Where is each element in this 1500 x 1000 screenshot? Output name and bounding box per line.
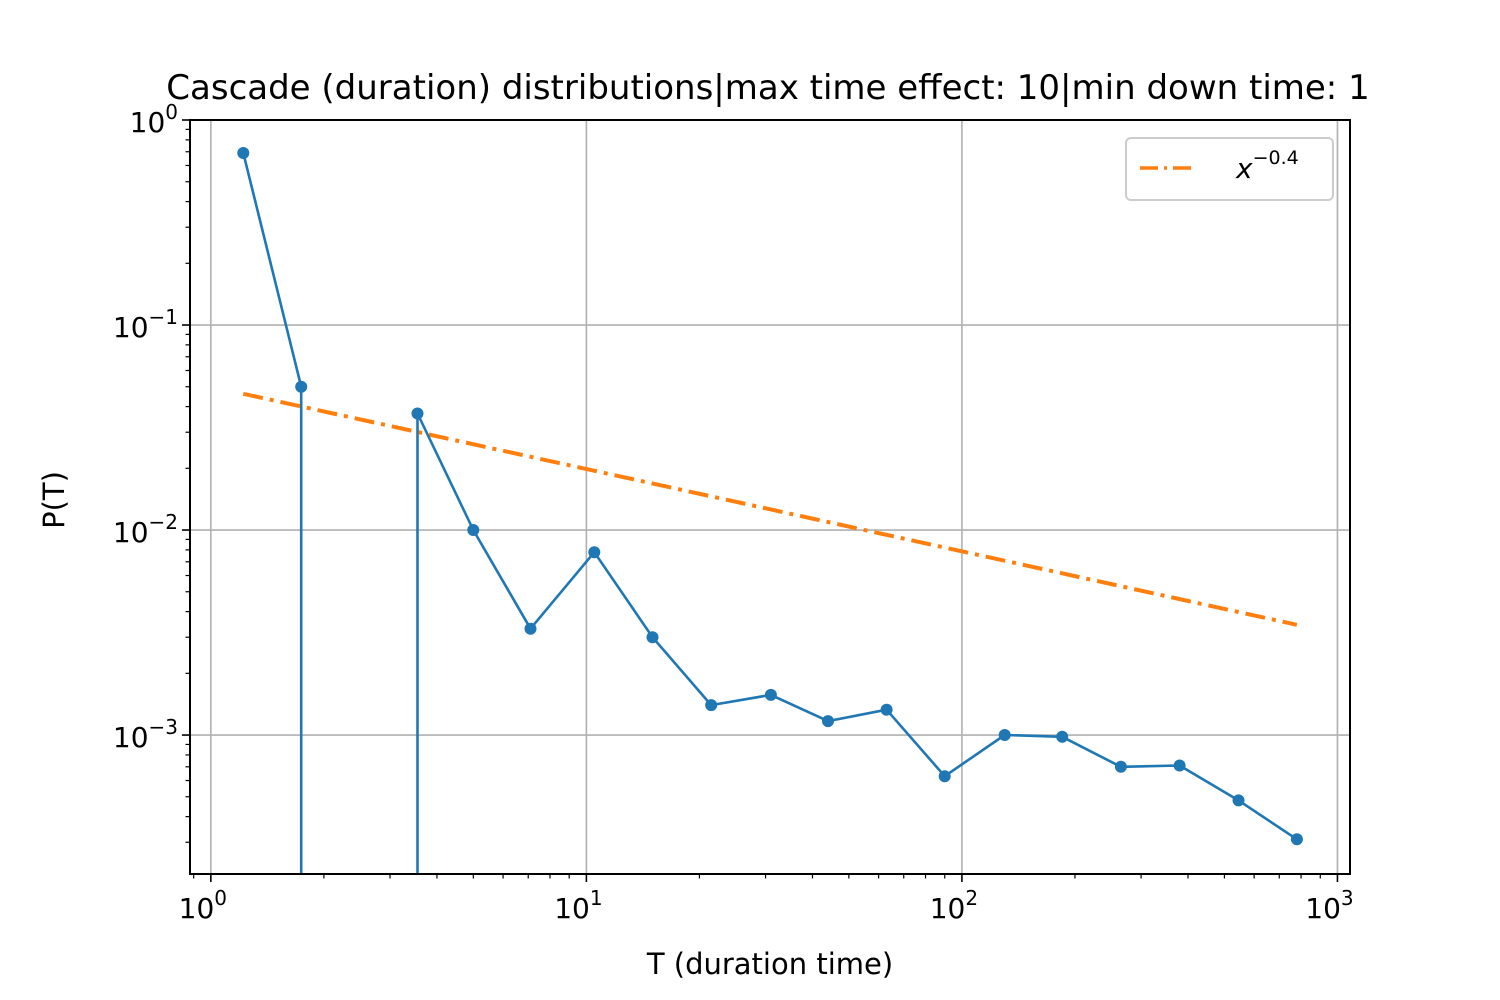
chart-title: Cascade (duration) distributions|max tim… bbox=[166, 68, 1369, 108]
x-tick-base: 10 bbox=[554, 892, 590, 925]
data-point bbox=[411, 407, 424, 420]
data-point bbox=[1290, 833, 1303, 846]
x-tick-exponent: 0 bbox=[214, 886, 227, 910]
x-tick-base: 10 bbox=[930, 892, 966, 925]
y-tick-base: 10 bbox=[113, 311, 149, 344]
y-tick-label: 10−1 bbox=[113, 305, 178, 344]
x-tick-exponent: 1 bbox=[590, 886, 603, 910]
data-point bbox=[646, 631, 659, 644]
data-line bbox=[242, 152, 1298, 874]
x-tick-exponent: 2 bbox=[965, 886, 978, 910]
y-tick-base: 10 bbox=[130, 106, 166, 139]
y-tick-exponent: −1 bbox=[149, 305, 178, 329]
y-tick-label: 10−2 bbox=[113, 510, 178, 549]
data-point bbox=[998, 729, 1011, 741]
y-tick-label: 10−3 bbox=[113, 715, 178, 754]
x-axis-label: T (duration time) bbox=[646, 947, 893, 981]
data-point bbox=[1114, 760, 1127, 773]
y-tick-exponent: −3 bbox=[149, 715, 178, 739]
x-tick-label: 100 bbox=[179, 886, 227, 925]
y-tick-exponent: 0 bbox=[165, 100, 178, 124]
data-point bbox=[764, 688, 777, 701]
data-point bbox=[705, 699, 718, 712]
y-tick-label: 100 bbox=[130, 100, 178, 139]
data-point bbox=[588, 546, 601, 559]
x-tick-base: 10 bbox=[1305, 892, 1341, 925]
data-point bbox=[237, 147, 250, 159]
y-axis-label: P(T) bbox=[37, 471, 71, 529]
legend-box bbox=[1125, 137, 1334, 201]
x-tick-label: 103 bbox=[1305, 886, 1353, 925]
legend: x−0.4 bbox=[1125, 137, 1334, 201]
y-tick-base: 10 bbox=[113, 721, 149, 754]
data-point bbox=[880, 703, 893, 716]
legend-fit-exponent: −0.4 bbox=[1253, 147, 1299, 169]
series-layer bbox=[237, 147, 1303, 874]
major-ticks bbox=[182, 119, 1339, 882]
y-tick-base: 10 bbox=[113, 516, 149, 549]
data-point bbox=[295, 380, 308, 393]
data-point bbox=[1056, 730, 1069, 743]
data-point bbox=[467, 524, 480, 536]
y-tick-exponent: −2 bbox=[149, 510, 178, 534]
x-tick-label: 102 bbox=[930, 886, 978, 925]
data-point bbox=[1232, 794, 1245, 807]
x-tick-base: 10 bbox=[179, 892, 215, 925]
data-point bbox=[524, 622, 537, 635]
data-point bbox=[822, 715, 834, 728]
data-point bbox=[1173, 759, 1186, 772]
legend-fit-label: x−0.4 bbox=[1235, 147, 1299, 185]
x-tick-label: 101 bbox=[554, 886, 602, 925]
fit-line bbox=[242, 391, 1298, 627]
data-point bbox=[938, 770, 951, 783]
x-tick-exponent: 3 bbox=[1341, 886, 1354, 910]
legend-fit-base: x bbox=[1235, 152, 1253, 185]
plot-frame bbox=[189, 119, 1351, 875]
